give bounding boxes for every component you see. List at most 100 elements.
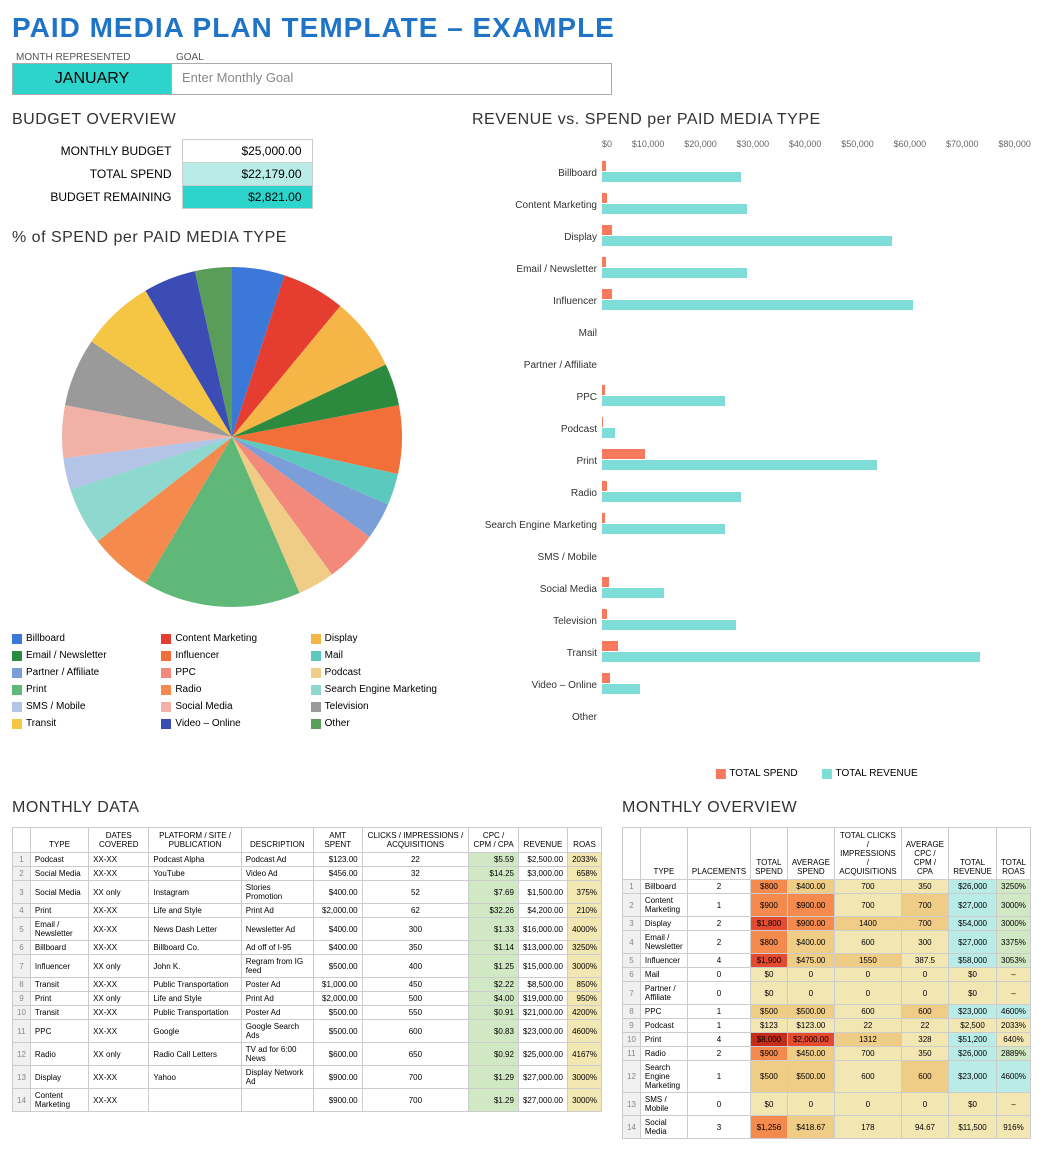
revspend-chart: $0$10,000$20,000$30,000$40,000$50,000$60…	[602, 139, 1031, 779]
table-cell: XX-XX	[89, 904, 149, 918]
spend-bar	[602, 161, 606, 171]
table-row: 11PPCXX-XXGoogleGoogle Search Ads$500.00…	[13, 1020, 602, 1043]
spend-bar	[602, 193, 607, 203]
legend-label: Display	[325, 633, 358, 644]
spend-bar	[602, 513, 605, 523]
table-cell: Mail	[640, 968, 687, 982]
table-cell: $27,000.00	[518, 1066, 567, 1089]
revenue-bar	[602, 652, 980, 662]
legend-item: SMS / Mobile	[12, 701, 153, 712]
table-row: 6BillboardXX-XXBillboard Co.Ad off of I-…	[13, 941, 602, 955]
table-cell: 0	[834, 968, 901, 982]
table-cell: $4.00	[469, 992, 519, 1006]
table-cell: 0	[834, 982, 901, 1005]
spend-bar	[602, 481, 607, 491]
table-cell: Billboard	[640, 880, 687, 894]
table-cell: 4167%	[568, 1043, 602, 1066]
pie-chart	[52, 257, 412, 617]
month-value[interactable]: JANUARY	[12, 63, 172, 95]
goal-input[interactable]: Enter Monthly Goal	[172, 63, 612, 95]
table-cell: 300	[362, 918, 469, 941]
table-row: 8PPC1$500$500.00600600$23,0004600%	[623, 1005, 1031, 1019]
table-cell: $16,000.00	[518, 918, 567, 941]
table-cell: 3053%	[996, 954, 1030, 968]
row-number: 5	[13, 918, 31, 941]
table-cell: $2.22	[469, 978, 519, 992]
legend-swatch	[311, 668, 321, 678]
table-cell: $2,000.00	[313, 904, 362, 918]
table-header: CLICKS / IMPRESSIONS / ACQUISITIONS	[362, 828, 469, 853]
table-cell: Social Media	[640, 1116, 687, 1139]
table-cell: Yahoo	[149, 1066, 241, 1089]
axis-tick: $30,000	[737, 139, 770, 151]
table-cell: 600	[362, 1020, 469, 1043]
table-row: 10TransitXX-XXPublic TransportationPoste…	[13, 1006, 602, 1020]
table-cell: $500	[751, 1005, 788, 1019]
row-number: 3	[623, 917, 641, 931]
legend-label: Search Engine Marketing	[325, 684, 437, 695]
table-cell: 3375%	[996, 931, 1030, 954]
rev-category: Print	[467, 456, 597, 467]
table-header: TOTAL ROAS	[996, 828, 1030, 880]
table-row: 1PodcastXX-XXPodcast AlphaPodcast Ad$123…	[13, 853, 602, 867]
table-cell: 22	[901, 1019, 948, 1033]
legend-swatch	[12, 702, 22, 712]
table-cell: Print	[30, 904, 88, 918]
table-header: TYPE	[30, 828, 88, 853]
table-cell: 2	[687, 880, 750, 894]
table-cell: Newsletter Ad	[241, 918, 313, 941]
table-cell: 500	[362, 992, 469, 1006]
table-cell: Print Ad	[241, 904, 313, 918]
table-cell: $500	[751, 1061, 788, 1093]
legend-item: Other	[311, 718, 452, 729]
budget-row-label: TOTAL SPEND	[12, 163, 182, 186]
axis-tick: $50,000	[841, 139, 874, 151]
table-cell: $23,000.00	[518, 1020, 567, 1043]
rev-category: Television	[467, 616, 597, 627]
table-cell: Search Engine Marketing	[640, 1061, 687, 1093]
revenue-bar	[602, 300, 913, 310]
table-cell: Stories Promotion	[241, 881, 313, 904]
spend-bar	[602, 609, 607, 619]
rev-row: Print	[602, 445, 1031, 477]
revenue-bar	[602, 588, 664, 598]
rev-row: Other	[602, 701, 1031, 733]
table-cell: 2033%	[996, 1019, 1030, 1033]
table-cell: $32.26	[469, 904, 519, 918]
rev-row: Television	[602, 605, 1031, 637]
legend-label: Transit	[26, 718, 56, 729]
table-cell: $500.00	[313, 1006, 362, 1020]
table-cell: 3	[687, 1116, 750, 1139]
table-cell: $123.00	[787, 1019, 834, 1033]
table-cell: Influencer	[30, 955, 88, 978]
revenue-bar	[602, 460, 877, 470]
table-cell: 4600%	[996, 1005, 1030, 1019]
table-cell: Social Media	[30, 867, 88, 881]
rev-row: Display	[602, 221, 1031, 253]
table-cell: $58,000	[949, 954, 997, 968]
row-number: 4	[623, 931, 641, 954]
spend-bar	[602, 449, 645, 459]
table-cell: $0	[751, 1093, 788, 1116]
row-number: 11	[13, 1020, 31, 1043]
table-cell: 4	[687, 954, 750, 968]
legend-item: Email / Newsletter	[12, 650, 153, 661]
table-cell: Google Search Ads	[241, 1020, 313, 1043]
table-header: PLATFORM / SITE / PUBLICATION	[149, 828, 241, 853]
table-cell: 178	[834, 1116, 901, 1139]
table-cell: XX-XX	[89, 941, 149, 955]
legend-swatch	[161, 702, 171, 712]
rev-row: Mail	[602, 317, 1031, 349]
table-cell: $4,200.00	[518, 904, 567, 918]
budget-row-label: MONTHLY BUDGET	[12, 140, 182, 163]
table-cell: Billboard Co.	[149, 941, 241, 955]
table-cell: Public Transportation	[149, 1006, 241, 1020]
table-cell: 650	[362, 1043, 469, 1066]
table-cell: 0	[901, 968, 948, 982]
spend-bar	[602, 257, 606, 267]
table-cell: $0.83	[469, 1020, 519, 1043]
table-row: 4PrintXX-XXLife and StylePrint Ad$2,000.…	[13, 904, 602, 918]
table-header: TOTAL SPEND	[751, 828, 788, 880]
table-cell: XX-XX	[89, 1089, 149, 1112]
table-cell: 210%	[568, 904, 602, 918]
